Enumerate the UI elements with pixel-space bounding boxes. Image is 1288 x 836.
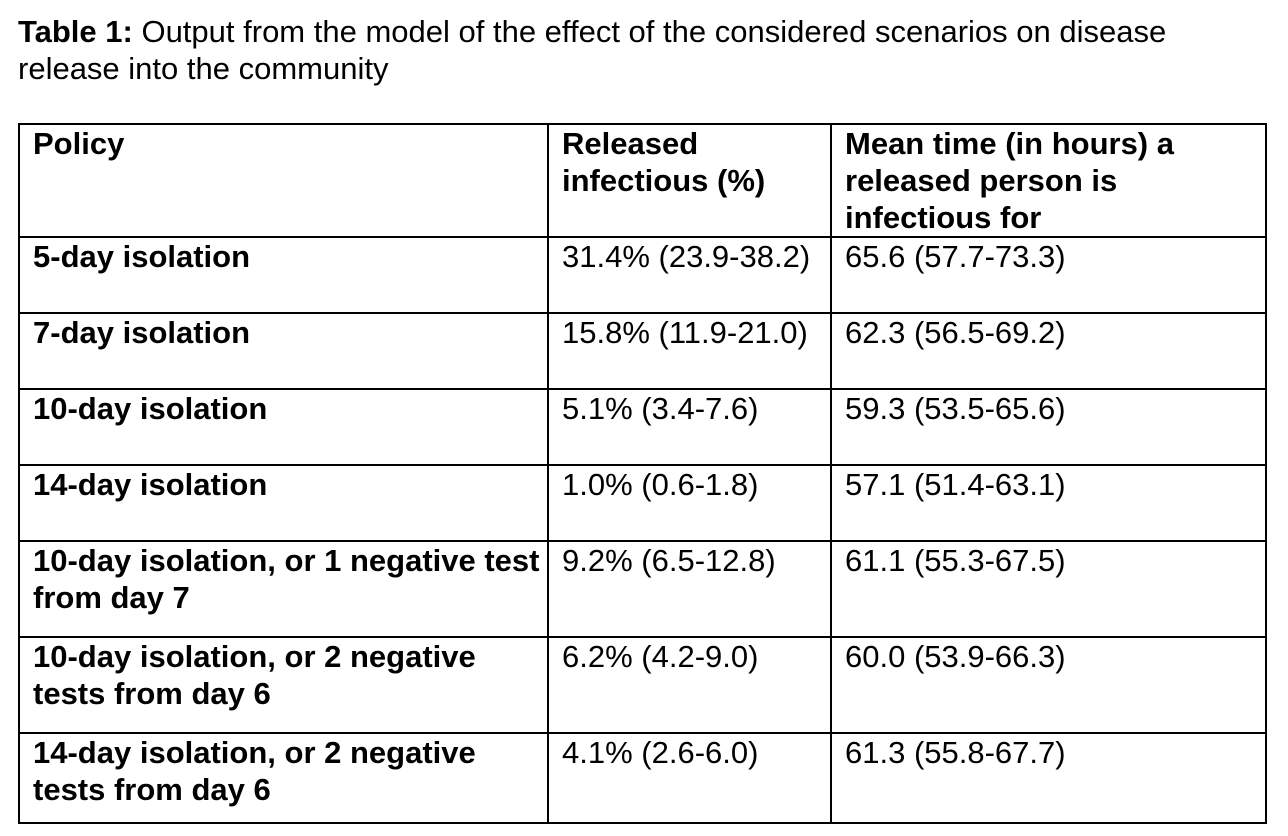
- policy-cell: 14-day isolation: [18, 464, 549, 542]
- table-row: 10-day isolation 5.1% (3.4-7.6) 59.3 (53…: [18, 388, 1267, 466]
- released-cell: 31.4% (23.9-38.2): [547, 236, 832, 314]
- mean-time-cell: 61.3 (55.8-67.7): [830, 732, 1267, 824]
- table-row: 14-day isolation, or 2 negative tests fr…: [18, 732, 1267, 824]
- table-row: 10-day isolation, or 2 negative tests fr…: [18, 636, 1267, 734]
- header-policy: Policy: [18, 123, 549, 238]
- caption-label: Table 1:: [18, 14, 133, 49]
- header-row: Policy Released infectious (%) Mean time…: [18, 123, 1267, 238]
- policy-cell: 5-day isolation: [18, 236, 549, 314]
- released-cell: 1.0% (0.6-1.8): [547, 464, 832, 542]
- released-cell: 5.1% (3.4-7.6): [547, 388, 832, 466]
- policy-cell: 10-day isolation, or 1 negative test fro…: [18, 540, 549, 638]
- header-mean-time: Mean time (in hours) a released person i…: [830, 123, 1267, 238]
- header-released-infectious: Released infectious (%): [547, 123, 832, 238]
- released-cell: 6.2% (4.2-9.0): [547, 636, 832, 734]
- mean-time-cell: 61.1 (55.3-67.5): [830, 540, 1267, 638]
- mean-time-cell: 65.6 (57.7-73.3): [830, 236, 1267, 314]
- policy-cell: 10-day isolation: [18, 388, 549, 466]
- mean-time-cell: 60.0 (53.9-66.3): [830, 636, 1267, 734]
- table-row: 7-day isolation 15.8% (11.9-21.0) 62.3 (…: [18, 312, 1267, 390]
- mean-time-cell: 59.3 (53.5-65.6): [830, 388, 1267, 466]
- released-cell: 4.1% (2.6-6.0): [547, 732, 832, 824]
- table-caption: Table 1: Output from the model of the ef…: [18, 13, 1268, 87]
- results-table: Policy Released infectious (%) Mean time…: [18, 123, 1267, 824]
- table-row: 10-day isolation, or 1 negative test fro…: [18, 540, 1267, 638]
- released-cell: 15.8% (11.9-21.0): [547, 312, 832, 390]
- mean-time-cell: 57.1 (51.4-63.1): [830, 464, 1267, 542]
- caption-text: Output from the model of the effect of t…: [18, 14, 1167, 86]
- released-cell: 9.2% (6.5-12.8): [547, 540, 832, 638]
- table-row: 14-day isolation 1.0% (0.6-1.8) 57.1 (51…: [18, 464, 1267, 542]
- policy-cell: 10-day isolation, or 2 negative tests fr…: [18, 636, 549, 734]
- policy-cell: 14-day isolation, or 2 negative tests fr…: [18, 732, 549, 824]
- table-row: 5-day isolation 31.4% (23.9-38.2) 65.6 (…: [18, 236, 1267, 314]
- mean-time-cell: 62.3 (56.5-69.2): [830, 312, 1267, 390]
- policy-cell: 7-day isolation: [18, 312, 549, 390]
